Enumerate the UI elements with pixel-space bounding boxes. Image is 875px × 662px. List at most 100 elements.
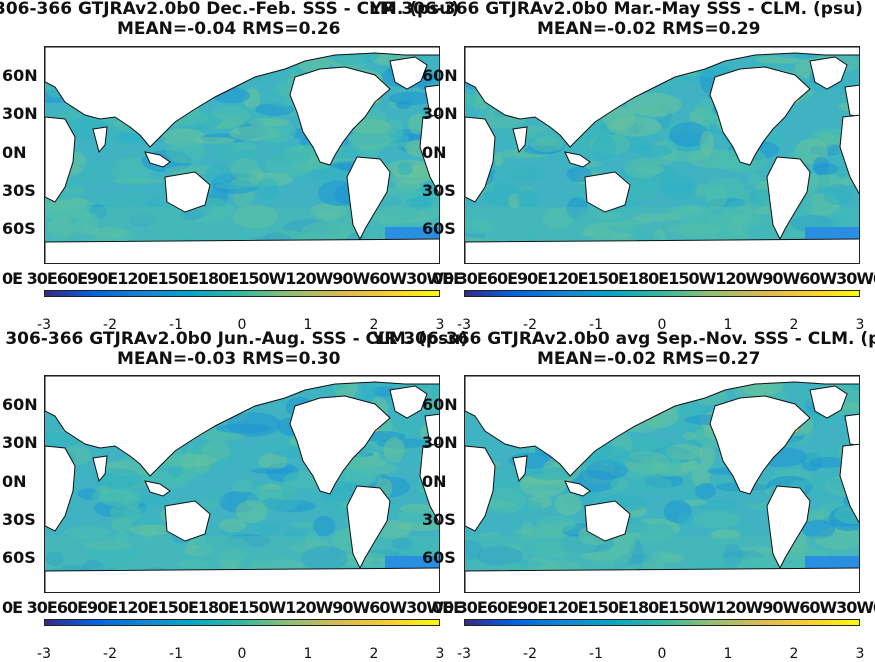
anomaly-patch [659, 174, 697, 200]
land-mask [512, 126, 528, 154]
anomaly-patch [72, 220, 91, 234]
lat-axis-label: 60N [422, 66, 458, 85]
anomaly-patch [214, 182, 247, 189]
colorbar [464, 619, 860, 626]
panel-stats: MEAN=-0.02 RMS=0.29 [537, 19, 761, 39]
anomaly-patch [377, 215, 400, 226]
anomaly-patch [202, 440, 230, 461]
land-mask [766, 485, 811, 570]
anomaly-patch [660, 553, 685, 563]
colorbar-tick-label: -1 [169, 646, 183, 662]
anomaly-patch [812, 489, 834, 498]
anomaly-patch [676, 512, 694, 526]
land-mask [709, 395, 811, 495]
panel-stats: MEAN=-0.04 RMS=0.26 [117, 19, 341, 39]
anomaly-patch [483, 533, 534, 543]
anomaly-patch [668, 223, 720, 236]
southern-ocean-band [465, 207, 859, 241]
anomaly-patch [206, 491, 225, 505]
land-mask [289, 66, 391, 166]
colorbar-tick-label: 0 [237, 646, 247, 662]
map-canvas [45, 47, 439, 263]
land-mask [92, 126, 108, 154]
anomaly-patch [63, 525, 112, 539]
anomaly-patch [624, 158, 661, 179]
lat-axis-label: 30S [2, 181, 36, 200]
land-mask [424, 84, 439, 118]
anomaly-patch [397, 161, 413, 176]
lat-axis-label: 30N [2, 104, 38, 123]
land-mask [45, 116, 76, 203]
anomaly-patch [705, 177, 745, 200]
panel-stats: MEAN=-0.03 RMS=0.30 [117, 349, 341, 369]
land-mask [465, 445, 496, 532]
anomaly-patch [396, 521, 439, 531]
land-mask [766, 156, 811, 241]
anomaly-patch [536, 515, 577, 533]
lat-axis-label: 0N [422, 472, 447, 491]
panel-title: YR 306-366 GTJRAv2.0b0 avg Sep.-Nov. SSS… [372, 329, 875, 349]
anomaly-patch [608, 221, 638, 228]
anomaly-patch [78, 161, 119, 170]
colorbar [44, 619, 440, 626]
panel-stats: MEAN=-0.02 RMS=0.27 [537, 349, 761, 369]
map-jja [44, 375, 440, 593]
map-canvas [465, 376, 859, 592]
anomaly-patch [465, 221, 495, 235]
land-mask [844, 84, 859, 118]
anomaly-patch [700, 130, 714, 156]
colorbar [44, 290, 440, 297]
anomaly-patch [834, 165, 849, 179]
anomaly-patch [45, 211, 99, 221]
map-canvas [45, 376, 439, 592]
colorbar-tick-label: 3 [855, 646, 865, 662]
anomaly-patch [668, 458, 682, 474]
land-mask [346, 485, 391, 570]
lon-axis-labels: 0E 30E60E90E120E150E180E150W120W90W60W30… [432, 269, 875, 288]
anomaly-patch [383, 437, 405, 463]
land-mask [419, 114, 439, 195]
anomaly-patch [310, 202, 348, 220]
land-mask [144, 480, 171, 497]
lon-axis-labels: 0E 30E60E90E120E150E180E150W120W90W60W30… [2, 598, 464, 617]
land-mask [709, 66, 811, 166]
land-mask [809, 56, 848, 90]
anomaly-patch [110, 503, 141, 523]
anomaly-patch [610, 477, 629, 491]
anomaly-patch [232, 205, 278, 229]
anomaly-patch [476, 546, 523, 566]
anomaly-patch [626, 92, 682, 117]
anomaly-patch [391, 204, 419, 221]
anomaly-patch [602, 106, 637, 130]
lat-axis-label: 30N [422, 433, 458, 452]
land-mask [389, 56, 428, 90]
anomaly-patch [496, 169, 542, 176]
anomaly-patch [748, 188, 774, 207]
land-mask [45, 47, 439, 148]
lon-axis-labels: 0E 30E60E90E120E150E180E150W120W90W60W30… [2, 269, 464, 288]
land-mask [92, 455, 108, 483]
map-son [464, 375, 860, 593]
colorbar-tick-label: 0 [237, 317, 247, 333]
colorbar-tick-label: 1 [723, 317, 733, 333]
anomaly-patch [695, 482, 716, 500]
anomaly-patch [809, 457, 846, 468]
anomaly-patch [542, 208, 575, 229]
anomaly-patch [258, 453, 288, 471]
anomaly-patch [465, 93, 482, 101]
anomaly-patch [691, 463, 711, 487]
colorbar-tick-label: -3 [457, 646, 471, 662]
lat-axis-label: 0N [2, 472, 27, 491]
anomaly-patch [95, 486, 112, 494]
colorbar-tick-label: -2 [103, 317, 117, 333]
anomaly-patch [395, 100, 412, 109]
anomaly-patch [537, 535, 558, 557]
colorbar-tick-label: -2 [103, 646, 117, 662]
anomaly-patch [166, 139, 206, 164]
anomaly-patch [114, 530, 129, 545]
anomaly-patch [748, 171, 762, 187]
colorbar-tick-label: -3 [37, 317, 51, 333]
lat-axis-label: 60S [2, 219, 36, 238]
colorbar-tick-label: 0 [657, 646, 667, 662]
panel-title: YR 306-366 GTJRAv2.0b0 Jun.-Aug. SSS - C… [0, 329, 469, 349]
